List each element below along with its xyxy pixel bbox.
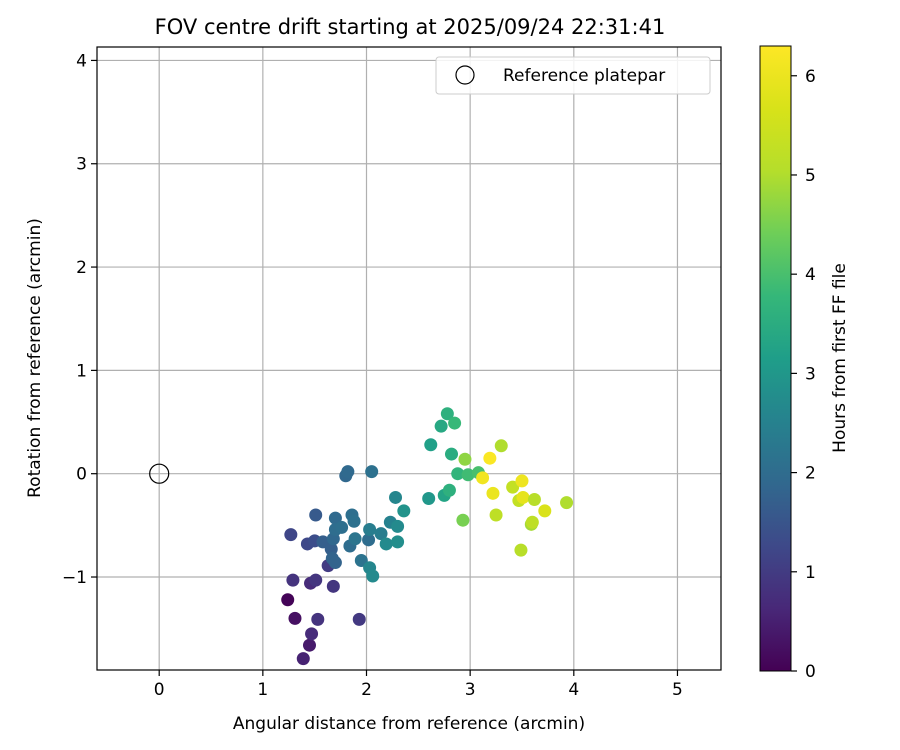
x-tick-label: 5	[672, 680, 683, 700]
y-tick-label: −1	[62, 568, 87, 588]
x-tick-label: 3	[465, 680, 476, 700]
legend-label: Reference platepar	[503, 66, 665, 86]
data-point	[514, 543, 528, 557]
y-axis-label: Rotation from reference (arcmin)	[25, 218, 45, 498]
chart-title: FOV centre drift starting at 2025/09/24 …	[155, 15, 666, 39]
data-point	[434, 419, 448, 433]
data-points	[281, 407, 574, 666]
data-point	[483, 451, 497, 465]
data-point	[328, 511, 342, 525]
y-axis-ticks: −1 0 1 2 3 4	[62, 51, 97, 588]
data-point	[560, 496, 574, 510]
y-tick-label: 3	[76, 155, 87, 175]
data-point	[286, 573, 300, 587]
data-point	[326, 579, 340, 593]
colorbar-tick-label: 0	[805, 662, 816, 682]
data-point	[363, 522, 377, 536]
colorbar-ticks: 0 1 2 3 4 5 6	[791, 67, 816, 682]
data-point	[456, 513, 470, 527]
data-point	[516, 490, 530, 504]
colorbar-tick-label: 2	[805, 464, 816, 484]
data-point	[281, 593, 295, 607]
data-point	[379, 537, 393, 551]
y-tick-label: 4	[76, 51, 87, 71]
data-point	[328, 556, 342, 570]
x-tick-label: 2	[361, 680, 372, 700]
legend: Reference platepar	[435, 56, 711, 95]
data-point	[527, 493, 541, 507]
reference-marker	[149, 463, 170, 484]
x-tick-label: 4	[568, 680, 579, 700]
data-point	[391, 535, 405, 549]
data-point	[309, 508, 323, 522]
data-point	[309, 573, 323, 587]
data-point	[424, 438, 438, 452]
legend-marker-icon	[455, 65, 475, 85]
data-point	[348, 532, 362, 546]
data-point	[506, 480, 520, 494]
data-point	[302, 638, 316, 652]
colorbar: 0 1 2 3 4 5 6 Hours from first FF file	[759, 45, 850, 682]
data-point	[442, 483, 456, 497]
data-point	[538, 504, 552, 518]
data-point	[335, 520, 349, 534]
y-tick-label: 2	[76, 258, 87, 278]
colorbar-tick-label: 1	[805, 563, 816, 583]
data-point	[461, 468, 475, 482]
colorbar-label: Hours from first FF file	[830, 263, 850, 453]
data-point	[476, 471, 490, 485]
colorbar-tick-label: 6	[805, 67, 816, 87]
colorbar-tick-label: 4	[805, 265, 816, 285]
data-point	[422, 491, 436, 505]
data-point	[365, 465, 379, 479]
reference-marker-group	[149, 463, 170, 484]
data-point	[284, 528, 298, 542]
data-point	[311, 612, 325, 626]
data-point	[494, 439, 508, 453]
x-axis-label: Angular distance from reference (arcmin)	[233, 714, 585, 734]
x-tick-label: 0	[154, 680, 165, 700]
colorbar-tick-label: 3	[805, 364, 816, 384]
y-tick-label: 1	[76, 361, 87, 381]
data-point	[515, 474, 529, 488]
y-tick-label: 0	[76, 465, 87, 485]
data-point	[374, 527, 388, 541]
data-point	[448, 416, 462, 430]
plot-frame	[96, 46, 722, 671]
data-point	[341, 465, 355, 479]
data-point	[451, 467, 465, 481]
data-point	[444, 447, 458, 461]
legend-box	[435, 56, 711, 95]
data-point	[296, 652, 310, 666]
data-point	[366, 569, 380, 583]
data-point	[489, 508, 503, 522]
x-axis-ticks: 0 1 2 3 4 5	[154, 670, 683, 700]
grid-lines	[97, 47, 721, 670]
data-point	[347, 514, 361, 528]
colorbar-tick-label: 5	[805, 166, 816, 186]
data-point	[458, 452, 472, 466]
data-point	[397, 504, 411, 518]
data-point	[305, 627, 319, 641]
data-point	[486, 486, 500, 500]
data-point	[389, 490, 403, 504]
data-point	[391, 519, 405, 533]
x-tick-label: 1	[257, 680, 268, 700]
data-point	[288, 611, 302, 625]
data-point	[352, 612, 366, 626]
data-point	[440, 407, 454, 421]
data-point	[362, 533, 376, 547]
data-point	[525, 515, 539, 529]
colorbar-gradient	[759, 45, 792, 672]
